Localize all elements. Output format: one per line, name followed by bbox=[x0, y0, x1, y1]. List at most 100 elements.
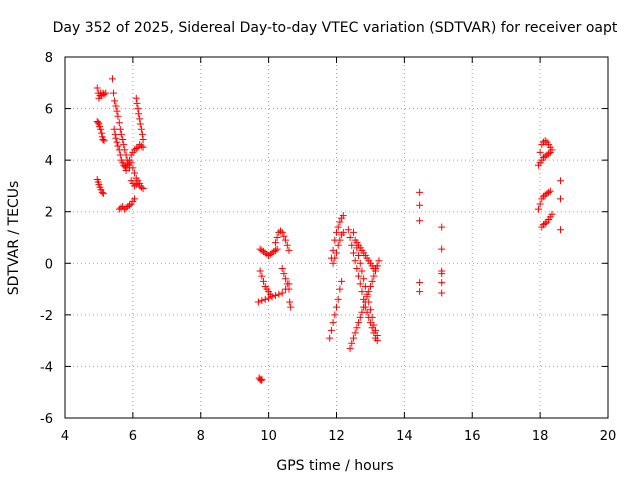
data-point bbox=[360, 275, 368, 283]
data-point bbox=[285, 285, 293, 293]
data-point bbox=[370, 321, 378, 329]
data-point bbox=[556, 226, 564, 234]
data-point bbox=[370, 272, 378, 280]
data-point bbox=[257, 377, 265, 385]
data-point bbox=[366, 306, 374, 314]
data-point bbox=[131, 195, 139, 203]
data-point bbox=[136, 115, 144, 123]
axis-ticks: 4 6 8 10 12 14 16 18 20 -6 -4 -2 0 2 4 6 8 bbox=[40, 51, 616, 444]
data-point bbox=[333, 303, 340, 311]
series-arc-z bbox=[534, 137, 556, 169]
data-point bbox=[258, 375, 266, 383]
data-point bbox=[416, 217, 424, 225]
series-arc-m bbox=[254, 280, 293, 306]
data-point bbox=[271, 292, 279, 300]
data-point bbox=[327, 326, 335, 334]
data-point bbox=[329, 259, 337, 267]
data-point bbox=[134, 105, 142, 113]
data-point bbox=[349, 249, 357, 257]
data-point bbox=[368, 313, 376, 321]
series-arc-y bbox=[438, 223, 446, 297]
data-point bbox=[111, 97, 119, 105]
series-arc-f bbox=[115, 195, 139, 213]
data-point bbox=[100, 90, 108, 98]
data-point bbox=[271, 239, 279, 247]
data-point bbox=[546, 187, 554, 195]
y-tick-label: 8 bbox=[45, 51, 53, 66]
data-point bbox=[133, 99, 141, 107]
data-point bbox=[336, 285, 344, 293]
data-point bbox=[360, 303, 368, 311]
data-point bbox=[283, 241, 291, 249]
data-point bbox=[277, 227, 285, 235]
data-point bbox=[278, 289, 286, 297]
series-arc-ad bbox=[556, 177, 564, 234]
series-arc-ac bbox=[538, 210, 556, 231]
data-point bbox=[545, 188, 553, 196]
x-axis-label: GPS time / hours bbox=[276, 458, 393, 474]
data-point bbox=[268, 293, 276, 301]
data-point bbox=[331, 254, 339, 262]
data-point bbox=[351, 257, 359, 265]
x-tick-label: 14 bbox=[396, 429, 413, 444]
data-point bbox=[438, 289, 446, 297]
data-point bbox=[346, 234, 354, 241]
data-point bbox=[355, 252, 363, 260]
data-point bbox=[258, 272, 266, 280]
data-point bbox=[99, 136, 107, 144]
y-tick-label: -6 bbox=[40, 412, 53, 427]
data-point bbox=[536, 148, 544, 156]
x-tick-label: 10 bbox=[260, 429, 277, 444]
data-point bbox=[344, 226, 352, 234]
data-point bbox=[356, 259, 364, 267]
series-arc-c bbox=[93, 175, 107, 198]
y-axis-label: SDTVAR / TECUs bbox=[6, 181, 22, 296]
data-point bbox=[416, 188, 424, 196]
series-arc-a bbox=[93, 84, 110, 102]
data-point bbox=[285, 246, 293, 254]
data-point bbox=[556, 177, 564, 185]
data-point bbox=[546, 148, 554, 156]
x-tick-label: 18 bbox=[532, 429, 549, 444]
data-point bbox=[348, 339, 356, 347]
data-point bbox=[373, 331, 381, 339]
series-arc-h bbox=[127, 177, 147, 193]
series-arc-i bbox=[132, 94, 147, 144]
series-arc-b bbox=[93, 117, 108, 145]
data-point bbox=[329, 319, 337, 327]
data-point bbox=[112, 102, 120, 110]
data-point bbox=[271, 246, 279, 254]
series-arc-g bbox=[122, 141, 147, 174]
series-arc-d bbox=[109, 75, 133, 172]
data-point bbox=[358, 267, 366, 275]
data-point bbox=[348, 241, 356, 249]
data-point bbox=[137, 125, 145, 133]
data-point bbox=[358, 288, 366, 296]
data-point bbox=[375, 257, 383, 265]
data-point bbox=[416, 201, 424, 209]
data-point bbox=[102, 89, 110, 97]
data-point bbox=[331, 311, 339, 319]
data-point bbox=[113, 138, 121, 146]
data-point bbox=[114, 112, 122, 120]
data-point bbox=[339, 212, 347, 220]
data-point bbox=[287, 303, 295, 311]
series-arc-j bbox=[127, 159, 144, 187]
data-point bbox=[541, 137, 549, 145]
data-point bbox=[278, 264, 286, 272]
data-points bbox=[93, 75, 564, 385]
data-point bbox=[351, 329, 359, 337]
data-point bbox=[117, 130, 125, 138]
data-point bbox=[336, 218, 344, 226]
data-point bbox=[346, 344, 354, 352]
data-point bbox=[282, 236, 290, 244]
data-point bbox=[278, 228, 286, 236]
data-point bbox=[349, 228, 357, 236]
data-point bbox=[361, 282, 369, 290]
y-tick-label: 4 bbox=[45, 154, 53, 169]
data-point bbox=[326, 334, 334, 342]
data-point bbox=[280, 232, 288, 240]
data-point bbox=[338, 277, 346, 285]
data-point bbox=[110, 125, 118, 133]
